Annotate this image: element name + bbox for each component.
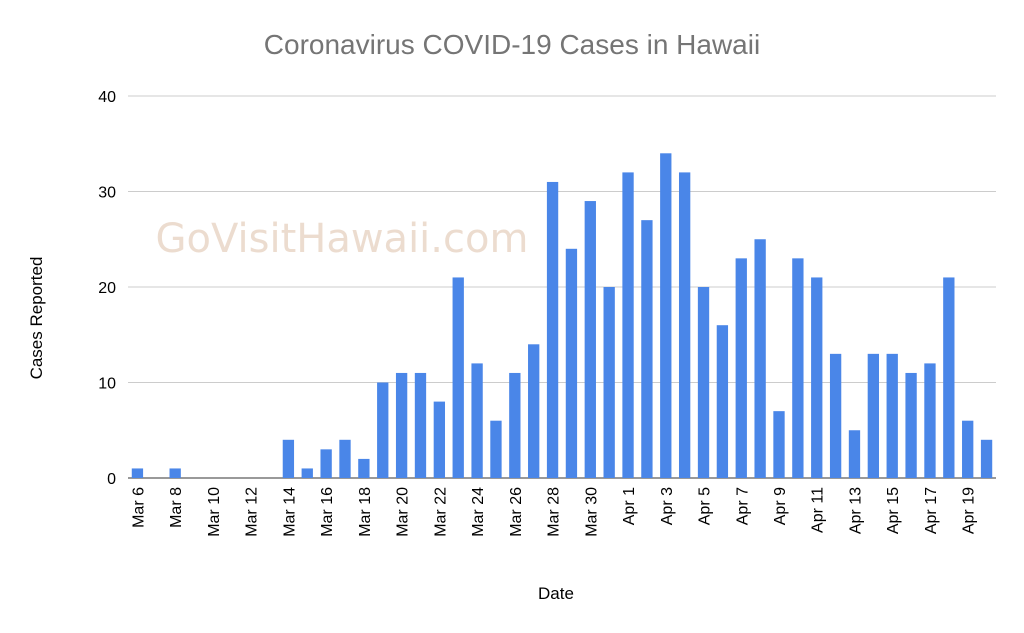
x-tick-label: Mar 24 [470,487,487,537]
x-tick-label: Apr 1 [621,487,638,525]
bar [641,220,653,478]
bar [811,277,823,478]
x-tick-label: Apr 17 [923,487,940,534]
bar [603,287,615,478]
x-tick-label: Apr 3 [659,487,676,525]
y-axis-label: Cases Reported [27,257,46,380]
gridlines [128,95,996,479]
x-tick-label: Mar 26 [508,487,525,537]
bar [358,458,370,478]
x-axis-ticks: Mar 6 Mar 8 Mar 10 Mar 12 Mar 14 Mar 16 Mar 18… [130,487,977,537]
bar [829,353,842,478]
bar [377,382,389,478]
y-tick-label: 30 [98,185,116,202]
x-tick-label: Mar 6 [130,487,147,528]
x-tick-label: Apr 15 [885,487,902,534]
x-tick-label: Apr 5 [697,487,714,525]
bar [471,363,483,478]
y-tick-label: 20 [98,280,116,297]
bar [395,372,408,478]
bar [339,439,351,478]
x-tick-label: Mar 14 [281,487,298,537]
bar [565,248,578,478]
bar [546,181,559,478]
x-axis-label: Date [538,584,574,603]
x-tick-label: Mar 16 [319,487,336,537]
x-tick-label: Mar 30 [583,487,600,537]
bar [660,153,672,479]
bar [697,287,710,478]
bar [980,439,993,478]
x-tick-label: Apr 11 [810,487,827,533]
bar [131,468,144,478]
y-tick-label: 0 [107,471,116,488]
x-tick-label: Apr 7 [734,487,751,525]
bar [867,353,880,478]
bar [962,420,974,478]
x-tick-label: Mar 22 [432,487,449,537]
bar [886,353,898,478]
bar [622,172,634,478]
y-tick-label: 40 [98,89,116,106]
bar [924,363,936,478]
bar [678,172,691,478]
bar [584,201,596,479]
y-axis-ticks: 0 10 20 30 40 [98,89,116,488]
bar [282,439,295,478]
bar [773,411,785,478]
chart-title: Coronavirus COVID-19 Cases in Hawaii [264,29,760,60]
x-tick-label: Mar 20 [395,487,412,537]
bar [169,468,181,478]
bar [509,372,521,478]
x-tick-label: Apr 19 [961,487,978,534]
x-tick-label: Mar 28 [546,487,563,537]
bar [320,449,332,478]
bar [301,468,313,478]
x-tick-label: Mar 18 [357,487,374,537]
x-tick-label: Mar 10 [206,487,223,537]
bar [792,258,804,478]
bar [490,420,502,478]
bar [754,239,766,478]
x-tick-label: Apr 13 [847,487,864,534]
bar [452,277,464,478]
bar [433,401,446,478]
y-tick-label: 10 [98,376,116,393]
x-tick-label: Mar 12 [244,487,261,537]
watermark: GoVisitHawaii.com [156,216,529,262]
bar [716,325,729,478]
bar [528,344,540,478]
bar [905,372,917,478]
bars [131,153,993,479]
bar [414,372,427,478]
x-tick-label: Mar 8 [168,487,185,528]
bar [943,277,955,478]
bar [848,430,861,478]
x-tick-label: Apr 9 [772,487,789,525]
bar [735,258,747,478]
